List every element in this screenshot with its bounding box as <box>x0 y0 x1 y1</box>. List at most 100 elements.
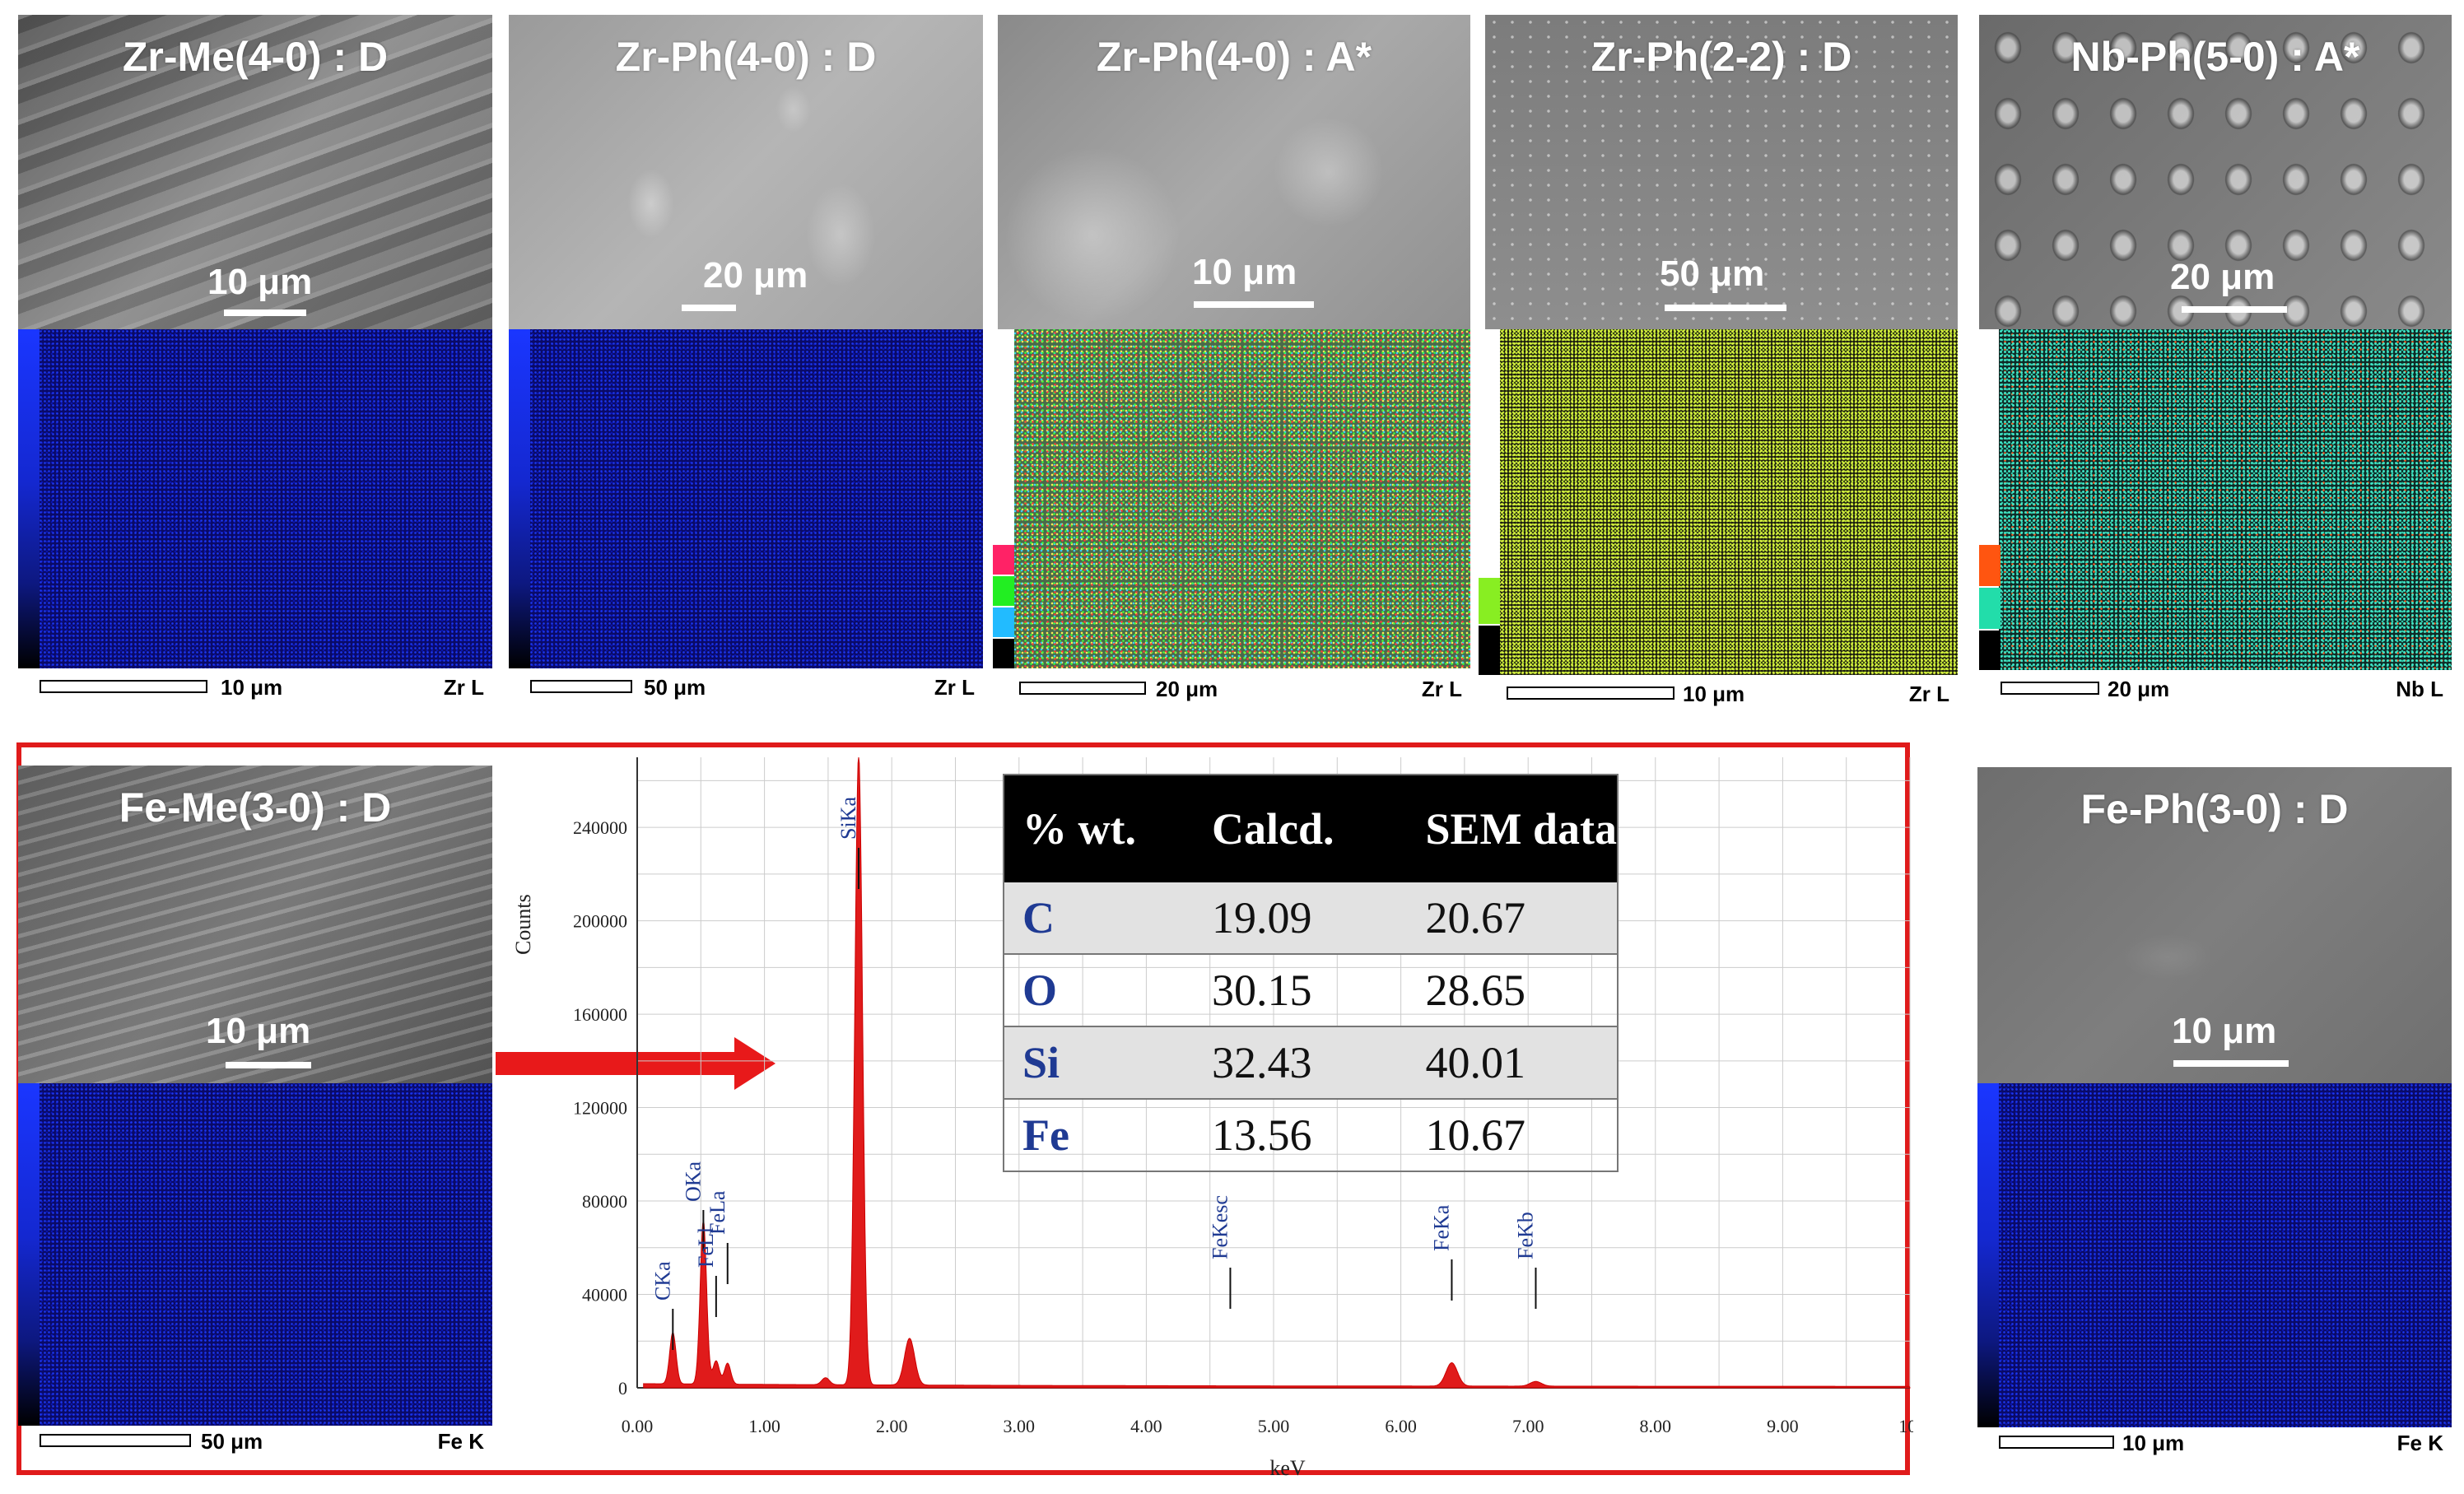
map-scale-bar <box>1019 682 1146 695</box>
sem-scale-label: 10 μm <box>2172 1011 2277 1051</box>
table-row: C 19.09 20.67 <box>1004 882 1618 955</box>
sem-scale-label: 10 μm <box>1192 252 1297 292</box>
x-axis-label: keV <box>1269 1456 1306 1480</box>
y-axis-label: Counts <box>511 894 535 955</box>
map-footer: 50 μm Zr L <box>509 675 983 705</box>
x-tick-label: 2.00 <box>876 1416 908 1436</box>
x-tick-label: 8.00 <box>1640 1416 1672 1436</box>
panel-title: Zr-Ph(2-2) : D <box>1591 34 1852 80</box>
color-swatch-black <box>1979 631 2001 670</box>
tick-labels: 0 40000 80000 120000 160000 200000 240000 0.00 1… <box>573 817 1913 1436</box>
sem-scale-bar <box>1194 301 1314 308</box>
sem-image: Zr-Ph(4-0) : A* 10 μm <box>998 15 1470 329</box>
peak-label: FeLl <box>694 1227 718 1268</box>
sem-scale-label: 10 μm <box>206 1011 311 1051</box>
y-tick-label: 160000 <box>573 1004 627 1025</box>
element-label: Fe K <box>2396 1431 2443 1455</box>
map-scale-bar <box>1999 1436 2114 1449</box>
map-scale-label: 50 μm <box>201 1429 263 1454</box>
header-wt: % wt. <box>1004 775 1194 882</box>
sem-scale-label: 20 μm <box>703 255 808 296</box>
composition-table: % wt. Calcd. SEM data C 19.09 20.67 O 30… <box>1003 774 1619 1172</box>
x-tick-label: 4.00 <box>1130 1416 1162 1436</box>
header-calcd: Calcd. <box>1193 775 1408 882</box>
sem-cell: 20.67 <box>1407 882 1618 955</box>
x-tick-label: 9.00 <box>1767 1416 1799 1436</box>
sem-scale-label: 20 μm <box>2170 257 2275 297</box>
map-scale-bar <box>1507 686 1674 700</box>
color-swatch-cyan <box>993 607 1014 637</box>
x-tick-label: 6.00 <box>1385 1416 1417 1436</box>
sem-image: Zr-Ph(2-2) : D 50 μm <box>1485 15 1958 329</box>
calcd-cell: 13.56 <box>1193 1099 1408 1172</box>
header-sem: SEM data <box>1407 775 1618 882</box>
sem-image: Zr-Me(4-0) : D 10 μm <box>18 15 492 329</box>
sem-image: Nb-Ph(5-0) : A* 20 μm <box>1979 15 2452 329</box>
sem-scale-bar <box>2173 1060 2289 1067</box>
map-scale-label: 20 μm <box>2108 677 2170 701</box>
color-scale <box>509 329 530 668</box>
y-tick-label: 40000 <box>582 1285 627 1306</box>
sem-scale-bar <box>2182 306 2287 313</box>
element-label: Fe K <box>437 1429 484 1454</box>
map-scale-bar <box>40 1434 191 1447</box>
color-swatch-green <box>1479 578 1500 624</box>
table-header-row: % wt. Calcd. SEM data <box>1004 775 1618 882</box>
panel-title: Fe-Me(3-0) : D <box>119 784 392 831</box>
x-tick-label: 5.00 <box>1258 1416 1290 1436</box>
elemental-map <box>1014 329 1470 668</box>
color-swatch-red <box>993 545 1014 575</box>
panel-title: Nb-Ph(5-0) : A* <box>2070 34 2360 80</box>
peak-label: FeKesc <box>1208 1195 1232 1259</box>
sem-image: Fe-Ph(3-0) : D 10 μm <box>1977 767 2452 1083</box>
color-swatch-black <box>993 639 1014 668</box>
table-row: O 30.15 28.65 <box>1004 954 1618 1027</box>
x-tick-label: 1.00 <box>748 1416 780 1436</box>
map-footer: 10 μm Fe K <box>1977 1431 2452 1460</box>
element-cell: O <box>1004 954 1194 1027</box>
map-footer: 10 μm Zr L <box>1485 682 1958 711</box>
peak-label: CKa <box>650 1261 674 1301</box>
x-tick-label: 7.00 <box>1512 1416 1544 1436</box>
element-label: Zr L <box>934 675 975 700</box>
sem-scale-label: 50 μm <box>1660 254 1765 294</box>
peak-label: FeLa <box>706 1190 729 1235</box>
map-footer: 20 μm Nb L <box>1979 677 2452 706</box>
color-scale <box>1977 1083 1999 1427</box>
map-scale-label: 20 μm <box>1156 677 1218 701</box>
calcd-cell: 19.09 <box>1193 882 1408 955</box>
element-label: Zr L <box>1908 682 1949 706</box>
sem-scale-label: 10 μm <box>207 262 313 302</box>
arrow-icon <box>496 1037 776 1090</box>
sem-image: Zr-Ph(4-0) : D 20 μm <box>509 15 983 329</box>
map-scale-label: 50 μm <box>644 675 706 700</box>
map-scale-label: 10 μm <box>1683 682 1745 706</box>
panel-title: Zr-Me(4-0) : D <box>122 34 389 80</box>
sem-cell: 28.65 <box>1407 954 1618 1027</box>
peak-label: FeKa <box>1429 1204 1453 1251</box>
sem-cell: 40.01 <box>1407 1026 1618 1100</box>
table-row: Si 32.43 40.01 <box>1004 1026 1618 1100</box>
y-tick-label: 240000 <box>573 817 627 838</box>
x-tick-label: 3.00 <box>1004 1416 1036 1436</box>
panel-title: Zr-Ph(4-0) : D <box>615 34 877 80</box>
color-swatch-orange <box>1979 545 2001 586</box>
color-swatch-black <box>1479 626 1500 675</box>
y-tick-label: 200000 <box>573 911 627 932</box>
sem-scale-bar <box>1665 305 1786 311</box>
x-tick-label: 10. <box>1898 1416 1913 1436</box>
peak-label: FeKb <box>1513 1212 1537 1259</box>
y-tick-label: 80000 <box>582 1191 627 1212</box>
element-label: Zr L <box>1421 677 1462 701</box>
panel-title: Fe-Ph(3-0) : D <box>2080 786 2349 832</box>
map-scale-label: 10 μm <box>2122 1431 2185 1455</box>
map-footer: 10 μm Zr L <box>18 675 492 705</box>
elemental-map <box>1500 329 1958 675</box>
color-scale <box>18 329 40 668</box>
x-tick-label: 0.00 <box>622 1416 654 1436</box>
element-cell: Si <box>1004 1026 1194 1100</box>
elemental-map <box>509 329 983 668</box>
elemental-map <box>18 1083 492 1426</box>
elemental-map <box>1999 329 2452 670</box>
